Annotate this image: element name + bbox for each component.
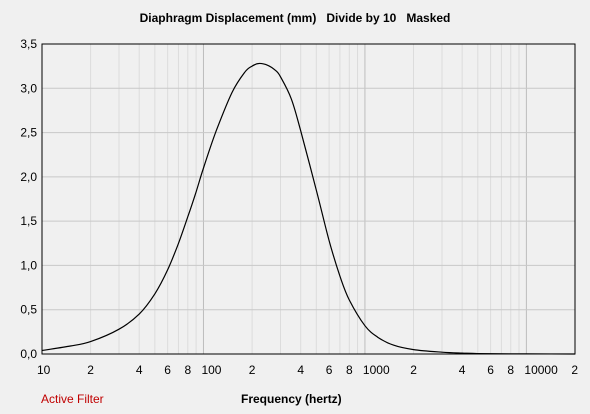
x-tick-label: 1000 <box>363 363 390 377</box>
x-tick-labels: 10 2 4 6 8 100 2 4 6 8 1000 2 4 6 8 10000 2 <box>37 363 578 377</box>
y-tick-labels: 0,0 0,5 1,0 1,5 2,0 2,5 3,0 3,5 <box>20 37 37 361</box>
x-tick-label: 8 <box>507 363 514 377</box>
x-tick-label: 10 <box>37 363 51 377</box>
series-line <box>41 62 576 355</box>
y-tick-label: 1,5 <box>20 214 37 228</box>
x-tick-label: 8 <box>346 363 353 377</box>
x-tick-label: 8 <box>184 363 191 377</box>
x-tick-label: 4 <box>136 363 143 377</box>
y-tick-label: 2,0 <box>20 170 37 184</box>
plot-frame <box>41 43 576 355</box>
x-tick-label: 2 <box>87 363 94 377</box>
x-tick-label: 2 <box>249 363 256 377</box>
active-filter-label[interactable]: Active Filter <box>41 392 104 406</box>
x-tick-label: 2 <box>571 363 578 377</box>
x-tick-label: 4 <box>297 363 304 377</box>
x-tick-label: 6 <box>326 363 333 377</box>
y-tick-label: 3,0 <box>20 81 37 95</box>
x-tick-label: 6 <box>487 363 494 377</box>
y-tick-label: 0,0 <box>20 347 37 361</box>
x-tick-label: 10000 <box>524 363 558 377</box>
y-tick-label: 2,5 <box>20 126 37 140</box>
x-tick-label: 6 <box>164 363 171 377</box>
chart-title: Diaphragm Displacement (mm) Divide by 10… <box>139 11 451 25</box>
y-tick-label: 1,0 <box>20 258 37 272</box>
x-tick-label: 2 <box>410 363 417 377</box>
x-tick-label: 100 <box>201 363 221 377</box>
grid-lines <box>42 44 575 354</box>
y-tick-label: 0,5 <box>20 303 37 317</box>
x-tick-label: 4 <box>459 363 466 377</box>
y-tick-label: 3,5 <box>20 37 37 51</box>
x-axis-label: Frequency (hertz) <box>241 392 342 406</box>
